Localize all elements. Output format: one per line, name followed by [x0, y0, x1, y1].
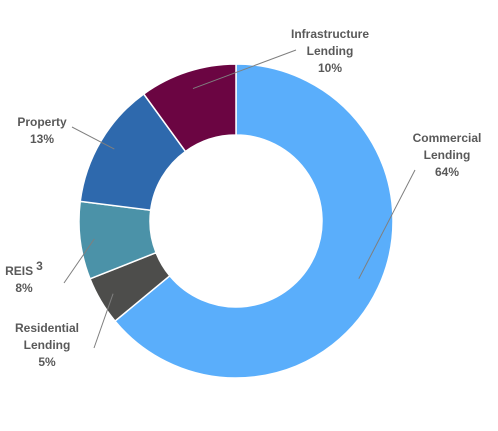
labels-group: Commercial Lending 64% Residential Lending 5%… — [5, 27, 481, 369]
slice-commercial-lending — [113, 63, 394, 379]
leader-line — [71, 126, 115, 150]
slices-group — [78, 63, 394, 379]
leader-line — [358, 169, 416, 280]
slice-infrastructure-lending — [142, 63, 237, 153]
data-label: Commercial Lending 64% — [413, 131, 482, 179]
leader-line — [192, 49, 297, 90]
leader-lines-group — [63, 49, 416, 349]
data-label: Infrastructure Lending 10% — [291, 27, 369, 75]
leader-line — [63, 238, 95, 284]
data-label: REIS 3 8% — [5, 259, 43, 295]
data-label: Property 13% — [17, 115, 67, 146]
data-label: Residential Lending 5% — [15, 321, 79, 369]
leader-line — [93, 293, 114, 349]
